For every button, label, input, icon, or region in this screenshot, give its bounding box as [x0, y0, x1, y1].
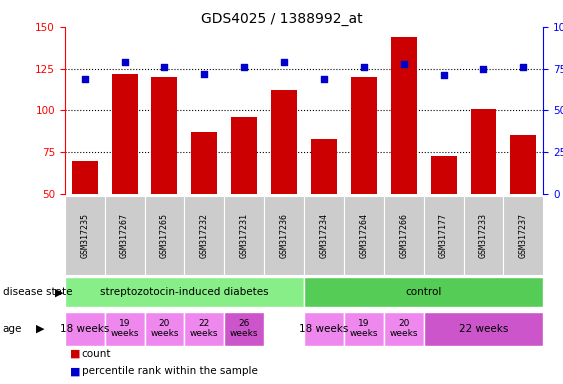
- Point: [399, 61, 408, 67]
- Bar: [351, 77, 377, 278]
- Bar: [423, 312, 543, 346]
- Bar: [423, 196, 463, 275]
- Text: 18 weeks: 18 weeks: [60, 324, 109, 334]
- Text: GSM317233: GSM317233: [479, 213, 488, 258]
- Bar: [344, 312, 384, 346]
- Text: GSM317265: GSM317265: [160, 213, 169, 258]
- Text: ▶: ▶: [55, 287, 64, 297]
- Text: GSM317237: GSM317237: [519, 213, 528, 258]
- Bar: [191, 132, 217, 278]
- Bar: [65, 196, 105, 275]
- Text: GSM317267: GSM317267: [120, 213, 129, 258]
- Bar: [145, 312, 185, 346]
- Text: GDS4025 / 1388992_at: GDS4025 / 1388992_at: [200, 12, 363, 25]
- Bar: [304, 196, 344, 275]
- Bar: [151, 77, 177, 278]
- Bar: [105, 196, 145, 275]
- Bar: [65, 277, 304, 308]
- Bar: [304, 312, 344, 346]
- Text: 22 weeks: 22 weeks: [459, 324, 508, 334]
- Bar: [503, 196, 543, 275]
- Bar: [384, 196, 423, 275]
- Point: [439, 72, 448, 78]
- Text: 26
weeks: 26 weeks: [230, 319, 258, 338]
- Bar: [224, 312, 264, 346]
- Text: 20
weeks: 20 weeks: [390, 319, 418, 338]
- Bar: [105, 312, 145, 346]
- Bar: [304, 277, 543, 308]
- Text: GSM317177: GSM317177: [439, 213, 448, 258]
- Text: GSM317264: GSM317264: [359, 213, 368, 258]
- Bar: [264, 196, 304, 275]
- Bar: [271, 90, 297, 278]
- Point: [120, 59, 129, 65]
- Text: GSM317235: GSM317235: [80, 213, 89, 258]
- Text: ■: ■: [70, 349, 81, 359]
- Point: [280, 59, 289, 65]
- Text: ■: ■: [70, 366, 81, 376]
- Point: [359, 64, 368, 70]
- Bar: [511, 136, 537, 278]
- Text: GSM317266: GSM317266: [399, 213, 408, 258]
- Point: [519, 64, 528, 70]
- Text: GSM317236: GSM317236: [280, 213, 289, 258]
- Text: GSM317234: GSM317234: [319, 213, 328, 258]
- Bar: [431, 156, 457, 278]
- Bar: [111, 74, 137, 278]
- Point: [479, 66, 488, 72]
- Bar: [72, 161, 97, 278]
- Text: count: count: [82, 349, 111, 359]
- Text: 22
weeks: 22 weeks: [190, 319, 218, 338]
- Point: [200, 71, 209, 77]
- Bar: [471, 109, 497, 278]
- Text: 19
weeks: 19 weeks: [350, 319, 378, 338]
- Point: [319, 76, 328, 82]
- Text: 20
weeks: 20 weeks: [150, 319, 178, 338]
- Text: GSM317232: GSM317232: [200, 213, 209, 258]
- Point: [80, 76, 89, 82]
- Bar: [384, 312, 423, 346]
- Bar: [185, 312, 224, 346]
- Point: [240, 64, 249, 70]
- Bar: [391, 37, 417, 278]
- Text: control: control: [405, 287, 442, 297]
- Point: [160, 64, 169, 70]
- Text: 19
weeks: 19 weeks: [110, 319, 139, 338]
- Text: ▶: ▶: [35, 324, 44, 334]
- Bar: [463, 196, 503, 275]
- Bar: [185, 196, 224, 275]
- Bar: [65, 312, 105, 346]
- Bar: [311, 139, 337, 278]
- Text: 18 weeks: 18 weeks: [300, 324, 348, 334]
- Text: disease state: disease state: [3, 287, 72, 297]
- Text: streptozotocin-induced diabetes: streptozotocin-induced diabetes: [100, 287, 269, 297]
- Bar: [145, 196, 185, 275]
- Bar: [344, 196, 384, 275]
- Text: GSM317231: GSM317231: [240, 213, 249, 258]
- Bar: [231, 117, 257, 278]
- Bar: [224, 196, 264, 275]
- Text: age: age: [3, 324, 22, 334]
- Text: percentile rank within the sample: percentile rank within the sample: [82, 366, 257, 376]
